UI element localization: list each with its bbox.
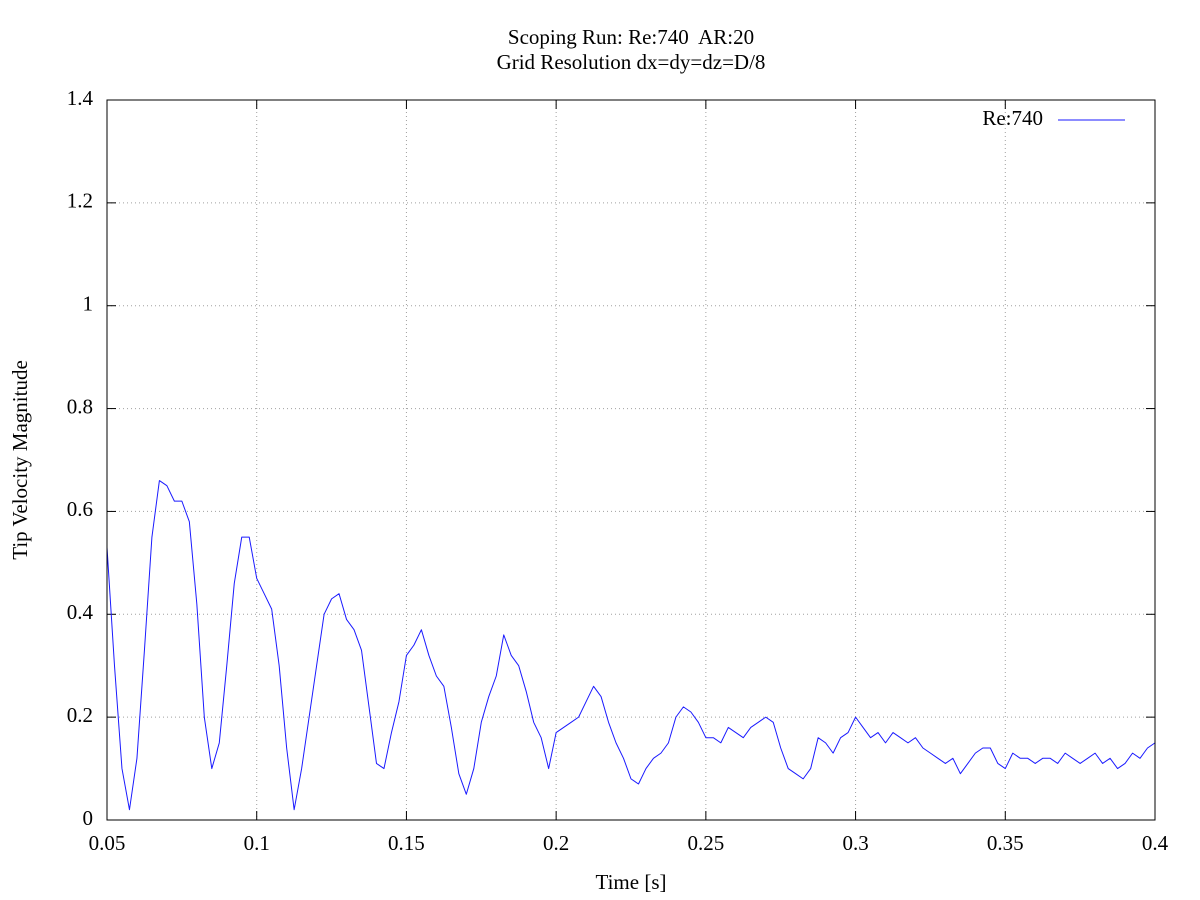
data-line bbox=[106, 480, 1156, 811]
x-tick-label: 0.3 bbox=[842, 831, 868, 855]
y-tick-label: 0 bbox=[83, 806, 94, 830]
legend-label: Re:740 bbox=[982, 106, 1043, 130]
x-tick-label: 0.4 bbox=[1142, 831, 1169, 855]
y-tick-label: 0.6 bbox=[67, 497, 93, 521]
y-tick-label: 0.8 bbox=[67, 394, 93, 418]
y-tick-label: 1.4 bbox=[67, 86, 94, 110]
chart-title: Scoping Run: Re:740 AR:20 bbox=[508, 25, 754, 49]
y-axis-label: Tip Velocity Magnitude bbox=[8, 360, 32, 560]
y-tick-label: 1 bbox=[83, 292, 94, 316]
x-tick-label: 0.35 bbox=[987, 831, 1024, 855]
chart-subtitle: Grid Resolution dx=dy=dz=D/8 bbox=[497, 50, 766, 74]
x-tick-label: 0.15 bbox=[388, 831, 425, 855]
x-tick-label: 0.1 bbox=[244, 831, 270, 855]
x-axis-label: Time [s] bbox=[596, 870, 667, 894]
x-tick-label: 0.2 bbox=[543, 831, 569, 855]
y-tick-label: 0.4 bbox=[67, 600, 94, 624]
x-tick-label: 0.05 bbox=[89, 831, 126, 855]
plot-frame bbox=[106, 99, 1156, 821]
x-tick-label: 0.25 bbox=[687, 831, 724, 855]
y-tick-label: 1.2 bbox=[67, 189, 93, 213]
y-tick-label: 0.2 bbox=[67, 703, 93, 727]
